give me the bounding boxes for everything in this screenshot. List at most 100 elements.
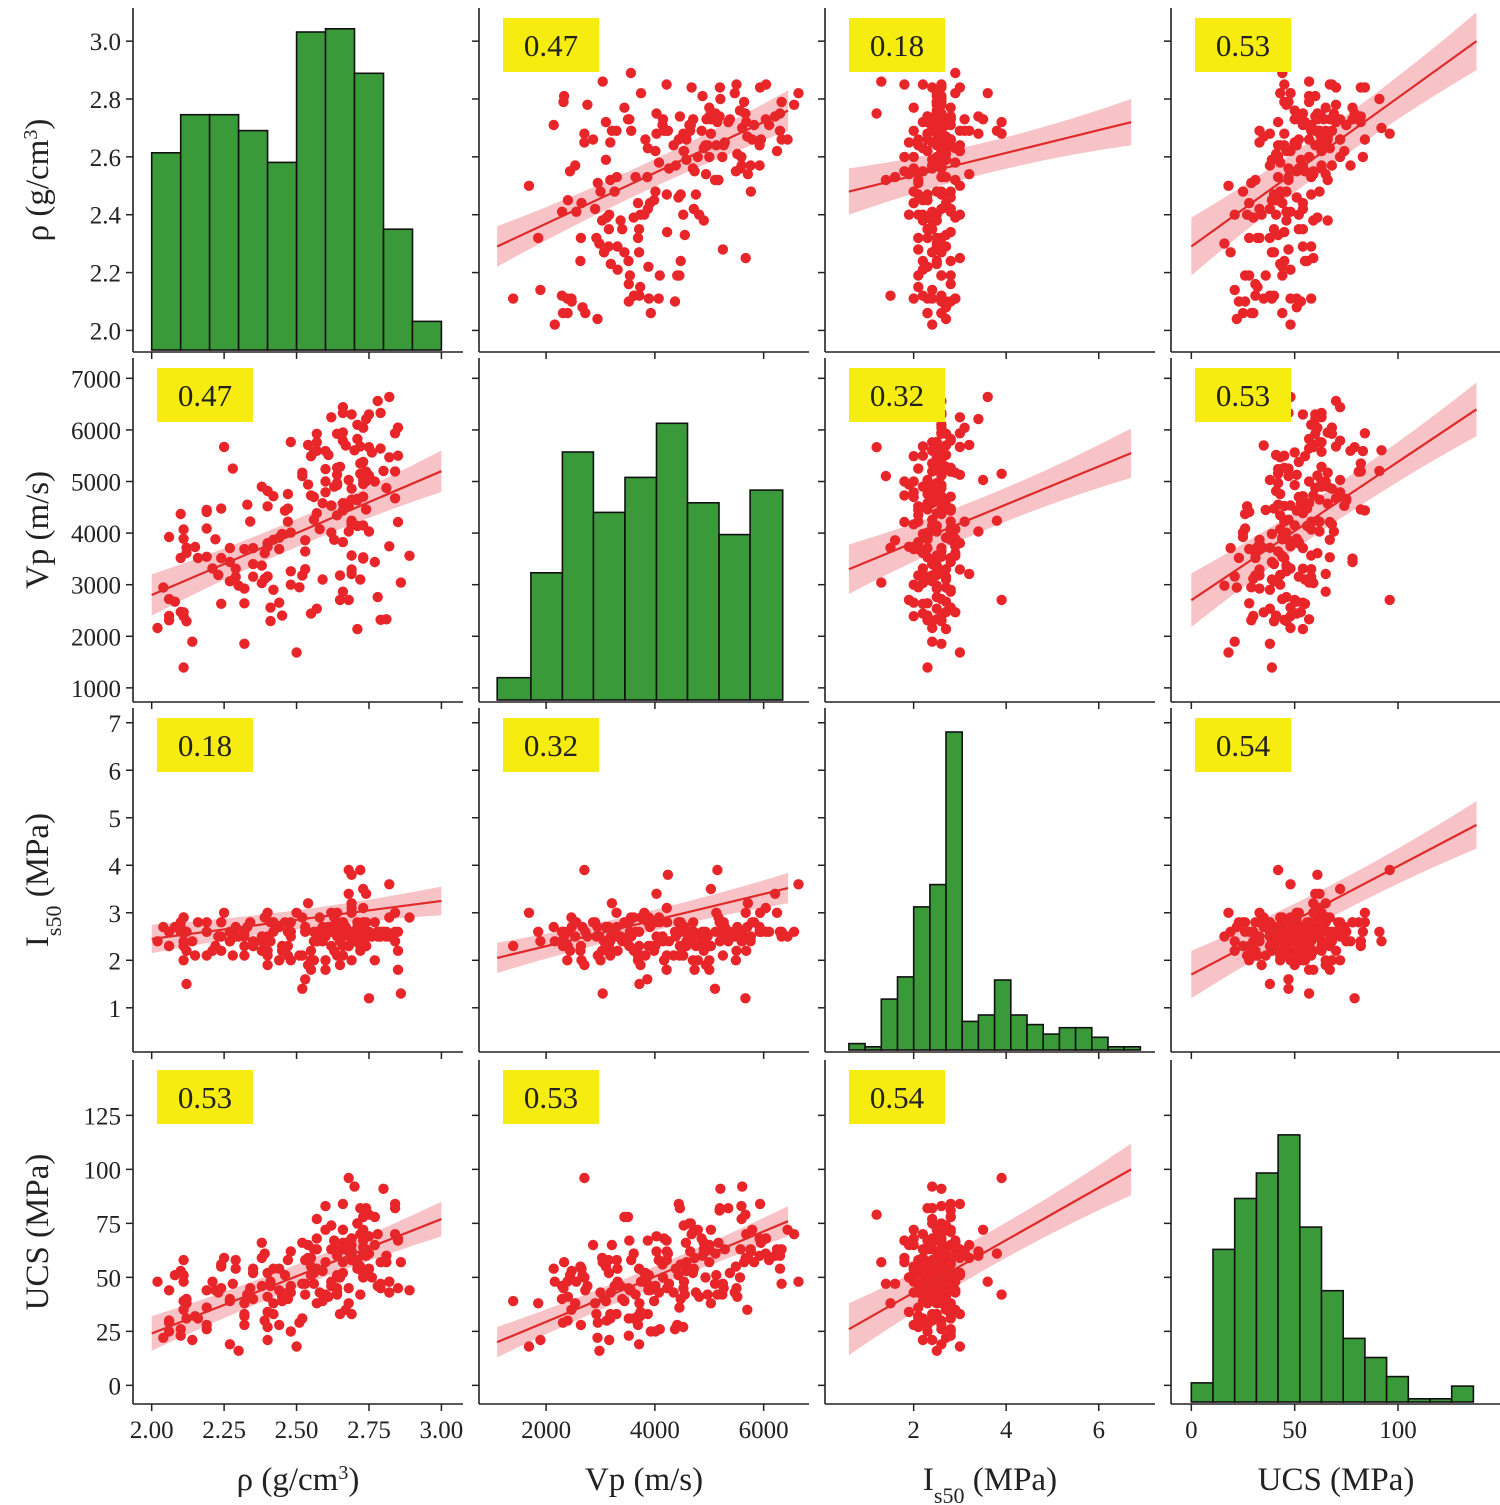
scatter-point xyxy=(233,1345,244,1357)
scatter-point xyxy=(282,488,294,500)
scatter-point xyxy=(633,224,645,235)
scatter-point xyxy=(349,1181,360,1192)
scatter-point xyxy=(723,1203,734,1214)
scatter-point xyxy=(580,926,591,937)
scatter-point xyxy=(262,1306,273,1318)
scatter-point xyxy=(343,526,354,537)
scatter-point xyxy=(575,255,586,267)
scatter-point xyxy=(793,879,804,890)
scatter-point xyxy=(723,936,734,947)
scatter-point xyxy=(643,293,655,304)
scatter-point xyxy=(230,1263,241,1274)
scatter-point xyxy=(1306,564,1317,575)
scatter-point xyxy=(913,1317,924,1328)
scatter-point xyxy=(579,1172,590,1184)
scatter-point xyxy=(1264,584,1276,595)
scatter-point xyxy=(889,535,901,546)
scatter-point xyxy=(945,226,956,238)
scatter-point xyxy=(908,102,919,113)
scatter-point xyxy=(187,1334,198,1346)
scatter-point xyxy=(730,1261,742,1272)
y-tick-label: 0 xyxy=(109,1373,122,1400)
scatter-point xyxy=(945,1313,956,1324)
scatter-point xyxy=(611,1308,622,1320)
scatter-point xyxy=(334,570,346,581)
scatter-point xyxy=(709,983,721,994)
scatter-point xyxy=(709,174,721,186)
scatter-point xyxy=(643,261,654,272)
scatter-point xyxy=(556,290,568,301)
scatter-point xyxy=(216,503,227,514)
scatter-point xyxy=(715,93,726,105)
scatter-point xyxy=(917,571,929,582)
scatter-point xyxy=(964,439,975,451)
scatter-point xyxy=(945,516,956,527)
scatter-point xyxy=(945,270,956,281)
correlation-badge xyxy=(1195,18,1291,72)
scatter-point xyxy=(317,1295,328,1307)
scatter-point xyxy=(626,125,637,136)
scatter-point xyxy=(731,945,742,956)
scatter-point xyxy=(1322,215,1333,226)
scatter-point xyxy=(508,293,519,304)
scatter-point xyxy=(1256,541,1267,552)
scatter-point xyxy=(305,945,317,956)
panel-is50-vs-is50 xyxy=(818,708,1155,1059)
scatter-point xyxy=(680,1237,692,1249)
scatter-point xyxy=(294,1317,305,1328)
scatter-point xyxy=(558,1257,570,1268)
scatter-point xyxy=(372,591,383,603)
scatter-point xyxy=(734,1272,746,1283)
scatter-point xyxy=(291,1341,302,1352)
y-tick-label: 2.4 xyxy=(90,203,122,230)
scatter-point xyxy=(729,1287,740,1298)
scatter-point xyxy=(760,902,771,914)
scatter-point xyxy=(201,551,212,562)
scatter-point xyxy=(369,476,380,487)
scatter-point xyxy=(1303,134,1315,145)
scatter-point xyxy=(880,470,892,482)
scatter-point xyxy=(600,154,612,165)
scatter-point xyxy=(369,556,380,568)
scatter-point xyxy=(230,931,241,942)
scatter-point xyxy=(1223,647,1234,658)
scatter-point xyxy=(605,258,616,270)
scatter-point xyxy=(358,478,369,490)
scatter-point xyxy=(352,623,363,635)
scatter-point xyxy=(603,241,614,252)
x-axis-title-ucs: UCS (MPa) xyxy=(1258,1462,1415,1498)
scatter-point xyxy=(378,1183,389,1195)
scatter-point xyxy=(1306,571,1317,583)
scatter-point xyxy=(686,82,697,93)
scatter-point xyxy=(592,1332,603,1344)
scatter-point xyxy=(395,577,407,588)
scatter-point xyxy=(899,476,910,487)
scatter-point xyxy=(562,955,573,966)
scatter-point xyxy=(713,1237,724,1249)
scatter-point xyxy=(1293,209,1305,220)
scatter-point xyxy=(644,921,656,933)
scatter-point xyxy=(908,519,919,530)
scatter-point xyxy=(908,611,919,622)
scatter-point xyxy=(375,443,386,454)
y-tick-label: 6000 xyxy=(71,418,121,445)
y-tick-label: 2.0 xyxy=(90,318,121,345)
scatter-point xyxy=(603,1254,614,1266)
scatter-point xyxy=(152,622,163,634)
scatter-point xyxy=(1299,255,1311,267)
scatter-point xyxy=(908,487,919,498)
scatter-point xyxy=(1279,79,1290,90)
correlation-value: 0.53 xyxy=(524,1080,578,1115)
scatter-point xyxy=(632,1319,644,1331)
scatter-point xyxy=(1376,445,1387,456)
scatter-point xyxy=(334,1272,346,1283)
scatter-point xyxy=(1320,959,1331,971)
scatter-point xyxy=(201,1319,212,1331)
scatter-point xyxy=(654,270,665,281)
scatter-point xyxy=(1303,76,1315,87)
scatter-point xyxy=(201,523,212,534)
scatter-point xyxy=(1264,474,1276,486)
regression-line xyxy=(848,1168,1132,1331)
scatter-point xyxy=(977,474,989,486)
scatter-point xyxy=(1353,466,1364,477)
